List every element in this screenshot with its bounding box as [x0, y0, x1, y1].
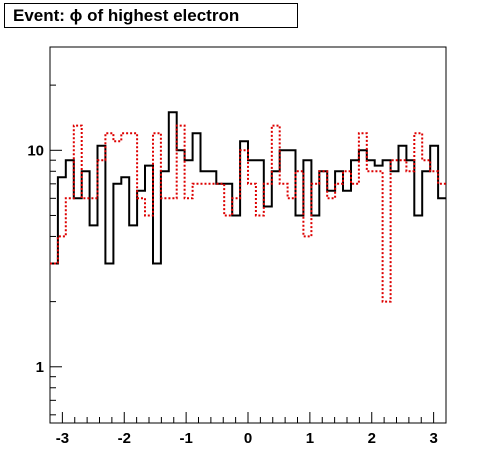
- plot-frame: [49, 46, 447, 424]
- x-tick-label: -3: [56, 430, 69, 447]
- histogram-solid-black: [50, 111, 446, 265]
- y-axis: 1 10: [27, 46, 62, 416]
- y-tick-label: 10: [27, 142, 44, 159]
- histogram-dotted-red: [50, 124, 446, 303]
- y-tick-label: 1: [36, 359, 44, 376]
- x-tick-label: 2: [368, 430, 376, 447]
- x-tick-label: 3: [429, 430, 437, 447]
- x-tick-label: 1: [306, 430, 314, 447]
- x-tick-label: 0: [244, 430, 252, 447]
- x-axis: -3 -2 -1 0 1 2 3: [49, 412, 447, 447]
- x-tick-label: -1: [179, 430, 192, 447]
- series-layer: [50, 111, 446, 303]
- chart-title: Event: ϕ of highest electron: [4, 3, 298, 28]
- x-tick-label: -2: [118, 430, 131, 447]
